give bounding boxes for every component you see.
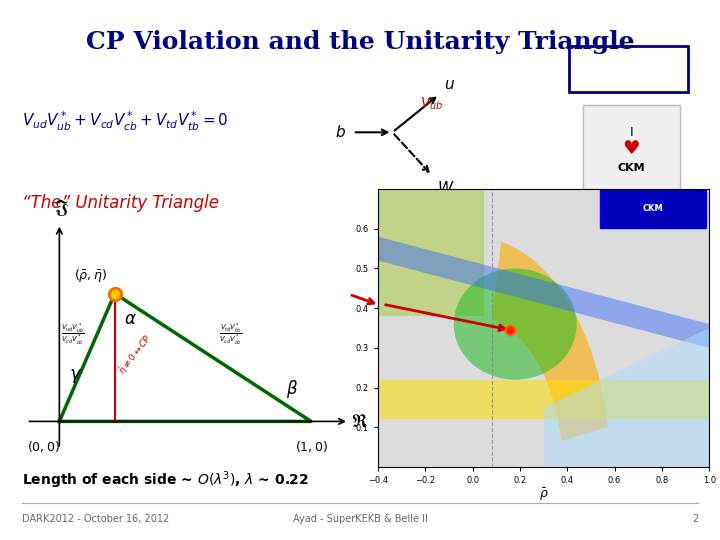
Text: $u$: $u$ <box>444 77 455 92</box>
Ellipse shape <box>454 268 577 380</box>
FancyBboxPatch shape <box>600 189 706 228</box>
Text: $\frac{V_{td}V_{tb}^*}{V_{cd}V_{cb}^*}$: $\frac{V_{td}V_{tb}^*}{V_{cd}V_{cb}^*}$ <box>219 322 242 347</box>
Text: $\gamma$: $\gamma$ <box>69 367 83 384</box>
Text: $W$: $W$ <box>437 180 454 196</box>
X-axis label: $\bar{\rho}$: $\bar{\rho}$ <box>539 487 549 503</box>
Text: I: I <box>629 126 634 139</box>
Text: CKM: CKM <box>618 164 645 173</box>
Text: CKM: CKM <box>392 277 420 290</box>
Text: $\mathfrak{R}$: $\mathfrak{R}$ <box>351 413 369 430</box>
Text: $\frac{V_{ud}V_{ub}^*}{V_{cd}V_{cb}^*}$: $\frac{V_{ud}V_{ub}^*}{V_{cd}V_{cb}^*}$ <box>61 322 85 347</box>
FancyBboxPatch shape <box>569 46 688 92</box>
Text: $V_{ud}V_{ub}^* + V_{cd}V_{cb}^* + V_{td}V_{tb}^* = 0$: $V_{ud}V_{ub}^* + V_{cd}V_{cb}^* + V_{td… <box>22 110 228 133</box>
Text: $\beta$: $\beta$ <box>286 378 298 400</box>
Polygon shape <box>544 328 709 467</box>
Text: $(\bar{\rho},\bar{\eta})$: $(\bar{\rho},\bar{\eta})$ <box>74 267 107 284</box>
Text: “The” Unitarity Triangle: “The” Unitarity Triangle <box>22 193 219 212</box>
Text: $\alpha$: $\alpha$ <box>124 310 136 328</box>
FancyArrowPatch shape <box>352 295 374 304</box>
FancyBboxPatch shape <box>583 105 680 200</box>
Text: CP Violation and the Unitarity Triangle: CP Violation and the Unitarity Triangle <box>86 30 634 53</box>
Text: $\mathfrak{J}$: $\mathfrak{J}$ <box>55 198 69 218</box>
Text: Ayad - SuperKEKB & Belle II: Ayad - SuperKEKB & Belle II <box>292 515 428 524</box>
Text: $(0,0)$: $(0,0)$ <box>27 439 60 454</box>
Text: Length of each side ~ $O(\lambda^3)$, $\lambda$ ~ 0.22: Length of each side ~ $O(\lambda^3)$, $\… <box>22 470 308 491</box>
Text: $\bar{\eta}\neq 0 \leftrightarrow CP$: $\bar{\eta}\neq 0 \leftrightarrow CP$ <box>116 332 156 377</box>
Polygon shape <box>378 380 709 420</box>
Polygon shape <box>378 237 709 348</box>
Text: ♥: ♥ <box>623 139 640 158</box>
Polygon shape <box>378 189 485 316</box>
Text: $V_{ub}$: $V_{ub}$ <box>420 96 443 112</box>
Text: CKM: CKM <box>642 204 663 213</box>
Polygon shape <box>491 242 608 441</box>
Text: 2: 2 <box>692 515 698 524</box>
Text: $(1,0)$: $(1,0)$ <box>294 439 328 454</box>
Text: $b$: $b$ <box>335 124 346 140</box>
Text: DARK2012 - October 16, 2012: DARK2012 - October 16, 2012 <box>22 515 169 524</box>
